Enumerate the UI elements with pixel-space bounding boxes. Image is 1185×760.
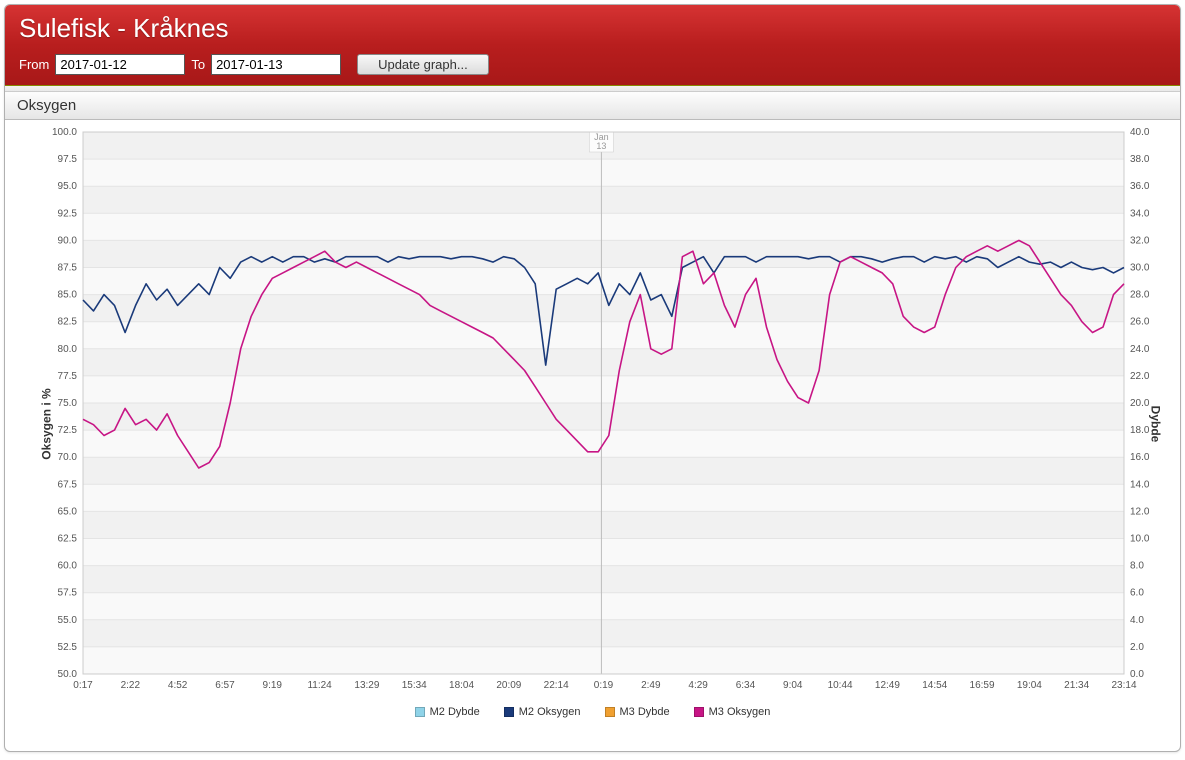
chart-container: Oksygen i % Dybde 50.00.052.52.055.04.05… bbox=[5, 120, 1180, 728]
svg-text:32.0: 32.0 bbox=[1130, 235, 1150, 246]
svg-text:21:34: 21:34 bbox=[1064, 680, 1089, 691]
svg-text:2:22: 2:22 bbox=[121, 680, 141, 691]
svg-text:14.0: 14.0 bbox=[1130, 479, 1150, 490]
legend-swatch bbox=[415, 707, 425, 717]
update-graph-button[interactable]: Update graph... bbox=[357, 54, 489, 75]
svg-text:10.0: 10.0 bbox=[1130, 534, 1150, 545]
svg-text:6:34: 6:34 bbox=[736, 680, 756, 691]
svg-text:55.0: 55.0 bbox=[58, 615, 78, 626]
svg-text:19:04: 19:04 bbox=[1017, 680, 1042, 691]
legend-item[interactable]: M2 Dybde bbox=[415, 706, 480, 718]
svg-text:2.0: 2.0 bbox=[1130, 642, 1144, 653]
svg-text:57.5: 57.5 bbox=[58, 588, 78, 599]
svg-text:65.0: 65.0 bbox=[58, 506, 78, 517]
legend-label: M2 Oksygen bbox=[519, 706, 581, 718]
svg-text:6:57: 6:57 bbox=[215, 680, 235, 691]
main-panel: Sulefisk - Kråknes From To Update graph.… bbox=[4, 4, 1181, 752]
svg-text:36.0: 36.0 bbox=[1130, 181, 1150, 192]
svg-text:50.0: 50.0 bbox=[58, 669, 78, 680]
svg-text:34.0: 34.0 bbox=[1130, 208, 1150, 219]
svg-text:9:04: 9:04 bbox=[783, 680, 803, 691]
chart-title: Oksygen bbox=[5, 92, 1180, 120]
svg-text:70.0: 70.0 bbox=[58, 452, 78, 463]
svg-text:26.0: 26.0 bbox=[1130, 317, 1150, 328]
svg-text:82.5: 82.5 bbox=[58, 317, 78, 328]
from-label: From bbox=[19, 57, 49, 72]
header: Sulefisk - Kråknes From To Update graph.… bbox=[5, 5, 1180, 86]
svg-text:0:17: 0:17 bbox=[73, 680, 93, 691]
from-date-input[interactable] bbox=[55, 54, 185, 75]
svg-text:0:19: 0:19 bbox=[594, 680, 614, 691]
svg-text:24.0: 24.0 bbox=[1130, 344, 1150, 355]
svg-text:97.5: 97.5 bbox=[58, 154, 78, 165]
svg-text:13: 13 bbox=[596, 141, 606, 151]
svg-text:85.0: 85.0 bbox=[58, 290, 78, 301]
to-date-input[interactable] bbox=[211, 54, 341, 75]
svg-text:2:49: 2:49 bbox=[641, 680, 661, 691]
svg-text:67.5: 67.5 bbox=[58, 479, 78, 490]
svg-text:77.5: 77.5 bbox=[58, 371, 78, 382]
svg-text:13:29: 13:29 bbox=[354, 680, 379, 691]
chart-svg: 50.0 0.0 52.5 2.0 55.0 4.0 57.5 6.0 60.0 8.0 62.5 1… bbox=[5, 120, 1180, 702]
svg-text:22:14: 22:14 bbox=[544, 680, 569, 691]
svg-text:87.5: 87.5 bbox=[58, 263, 78, 274]
svg-text:80.0: 80.0 bbox=[58, 344, 78, 355]
svg-text:20:09: 20:09 bbox=[496, 680, 521, 691]
svg-text:8.0: 8.0 bbox=[1130, 561, 1144, 572]
svg-text:6.0: 6.0 bbox=[1130, 588, 1144, 599]
chart-legend: M2 Dybde M2 Oksygen M3 Dybde M3 Oksygen bbox=[5, 702, 1180, 726]
svg-text:4:29: 4:29 bbox=[688, 680, 708, 691]
legend-label: M3 Oksygen bbox=[709, 706, 771, 718]
svg-text:12.0: 12.0 bbox=[1130, 506, 1150, 517]
svg-text:0.0: 0.0 bbox=[1130, 669, 1144, 680]
legend-item[interactable]: M3 Dybde bbox=[605, 706, 670, 718]
legend-swatch bbox=[694, 707, 704, 717]
svg-text:40.0: 40.0 bbox=[1130, 127, 1150, 138]
legend-swatch bbox=[605, 707, 615, 717]
svg-text:12:49: 12:49 bbox=[875, 680, 900, 691]
y-axis-right-label: Dybde bbox=[1149, 406, 1163, 443]
svg-text:9:19: 9:19 bbox=[263, 680, 283, 691]
svg-text:22.0: 22.0 bbox=[1130, 371, 1150, 382]
svg-text:90.0: 90.0 bbox=[58, 235, 78, 246]
svg-text:75.0: 75.0 bbox=[58, 398, 78, 409]
y-axis-left-label: Oksygen i % bbox=[40, 388, 54, 459]
svg-text:30.0: 30.0 bbox=[1130, 263, 1150, 274]
svg-text:100.0: 100.0 bbox=[52, 127, 77, 138]
svg-text:60.0: 60.0 bbox=[58, 561, 78, 572]
svg-text:10:44: 10:44 bbox=[828, 680, 853, 691]
legend-item[interactable]: M3 Oksygen bbox=[694, 706, 771, 718]
svg-text:72.5: 72.5 bbox=[58, 425, 78, 436]
svg-text:20.0: 20.0 bbox=[1130, 398, 1150, 409]
to-label: To bbox=[191, 57, 205, 72]
svg-text:16.0: 16.0 bbox=[1130, 452, 1150, 463]
svg-text:95.0: 95.0 bbox=[58, 181, 78, 192]
svg-text:62.5: 62.5 bbox=[58, 534, 78, 545]
page-title: Sulefisk - Kråknes bbox=[19, 13, 1166, 44]
svg-text:4:52: 4:52 bbox=[168, 680, 188, 691]
legend-swatch bbox=[504, 707, 514, 717]
legend-item[interactable]: M2 Oksygen bbox=[504, 706, 581, 718]
svg-text:15:34: 15:34 bbox=[402, 680, 427, 691]
svg-text:18:04: 18:04 bbox=[449, 680, 474, 691]
svg-text:18.0: 18.0 bbox=[1130, 425, 1150, 436]
svg-text:92.5: 92.5 bbox=[58, 208, 78, 219]
svg-text:52.5: 52.5 bbox=[58, 642, 78, 653]
svg-text:28.0: 28.0 bbox=[1130, 290, 1150, 301]
svg-text:11:24: 11:24 bbox=[307, 680, 332, 691]
svg-text:14:54: 14:54 bbox=[922, 680, 947, 691]
svg-text:38.0: 38.0 bbox=[1130, 154, 1150, 165]
svg-text:4.0: 4.0 bbox=[1130, 615, 1144, 626]
legend-label: M3 Dybde bbox=[620, 706, 670, 718]
svg-text:16:59: 16:59 bbox=[970, 680, 995, 691]
date-controls: From To Update graph... bbox=[19, 54, 1166, 75]
legend-label: M2 Dybde bbox=[430, 706, 480, 718]
svg-text:23:14: 23:14 bbox=[1111, 680, 1136, 691]
